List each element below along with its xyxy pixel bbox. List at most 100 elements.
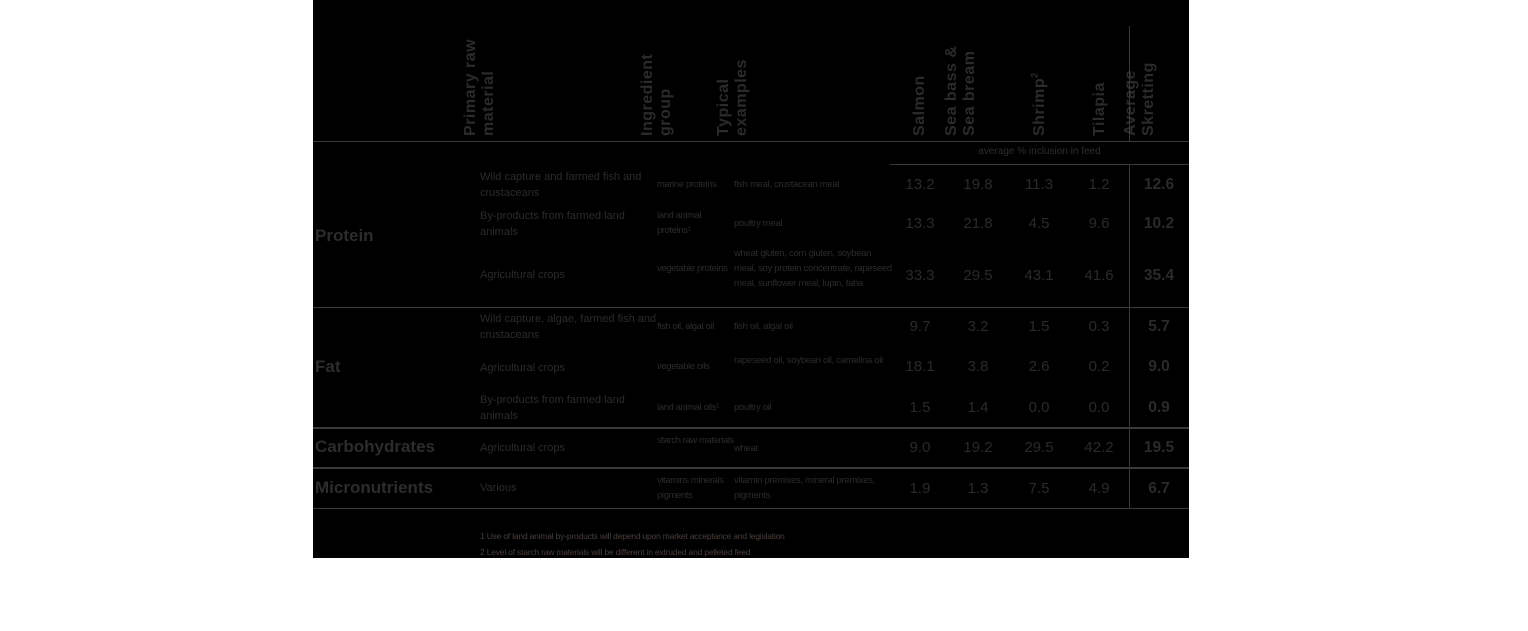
value-salmon: 13.3 xyxy=(905,215,935,232)
value-average: 5.7 xyxy=(1148,318,1170,335)
value-shrimp: 4.5 xyxy=(1028,215,1050,232)
feed-ingredients-table: Primary raw material Ingredient group Ty… xyxy=(313,0,1189,558)
value-tilapia: 0.3 xyxy=(1088,318,1110,335)
header-shrimp: Shrimp2 xyxy=(1029,0,1061,136)
section-divider xyxy=(313,508,1189,509)
header-text-line: Shrimp2 xyxy=(1029,72,1049,136)
ingredient-group: marine proteins xyxy=(657,179,717,190)
header-text-line: Skretting xyxy=(1140,62,1157,136)
raw-material: Various xyxy=(480,482,517,494)
value-tilapia: 42.2 xyxy=(1084,439,1114,456)
category-carbohydrates: Carbohydrates xyxy=(315,437,435,456)
ingredient-group: land animal proteins¹ xyxy=(657,210,702,236)
raw-material: Agricultural crops xyxy=(480,269,565,281)
value-average: 35.4 xyxy=(1143,267,1175,284)
typical-examples: fish oil, algal oil xyxy=(734,321,793,332)
header-text-line: Salmon xyxy=(911,75,928,136)
header-text-line: examples xyxy=(733,59,750,136)
value-shrimp: 0.0 xyxy=(1028,399,1050,416)
header-text-line: Sea bass & xyxy=(943,45,960,136)
value-salmon: 1.9 xyxy=(909,480,931,497)
value-average: 0.9 xyxy=(1148,399,1170,416)
value-salmon: 33.3 xyxy=(905,267,935,284)
ingredient-group: vegetable proteins xyxy=(657,263,728,274)
value-tilapia: 0.2 xyxy=(1088,358,1110,375)
value-shrimp: 2.6 xyxy=(1028,358,1050,375)
value-average: 6.7 xyxy=(1148,480,1170,497)
value-tilapia: 4.9 xyxy=(1088,480,1110,497)
header-shrimp-label: Shrimp xyxy=(1031,77,1048,136)
ingredient-group: land animal oils¹ xyxy=(657,402,719,413)
header-sea-bass-sea-bream: Sea bass & Sea bream xyxy=(943,0,1001,136)
unit-label: average % inclusion in feed xyxy=(978,146,1101,157)
header-typical-examples: Typical examples xyxy=(715,0,773,136)
raw-material: By-products from farmed land animals xyxy=(480,210,625,238)
value-tilapia: 1.2 xyxy=(1088,176,1110,193)
footnote-marker: 2 xyxy=(1029,72,1040,78)
value-average: 12.6 xyxy=(1143,176,1175,193)
value-seabass: 3.2 xyxy=(967,318,989,335)
value-salmon: 18.1 xyxy=(905,358,935,375)
value-shrimp: 1.5 xyxy=(1028,318,1050,335)
typical-examples: rapeseed oil, soybean oil, camelina oil xyxy=(734,355,883,366)
section-divider xyxy=(313,467,1189,469)
header-text-line: material xyxy=(480,70,497,136)
value-seabass: 1.4 xyxy=(967,399,989,416)
value-average: 19.5 xyxy=(1143,439,1175,456)
value-tilapia: 0.0 xyxy=(1088,399,1110,416)
category-protein: Protein xyxy=(315,226,374,245)
header-text-line: group xyxy=(657,88,674,136)
value-shrimp: 11.3 xyxy=(1024,176,1054,193)
value-tilapia: 41.6 xyxy=(1084,267,1114,284)
header-primary-raw-material: Primary raw material xyxy=(462,0,520,136)
value-seabass: 19.8 xyxy=(963,176,993,193)
value-seabass: 3.8 xyxy=(967,358,989,375)
header-text-line: Tilapia xyxy=(1091,82,1108,136)
section-divider xyxy=(313,427,1189,429)
typical-examples: fish meal, crustacean meal xyxy=(734,179,840,190)
header-text-line: Average xyxy=(1122,69,1139,136)
header-average-skretting: Average Skretting xyxy=(1122,0,1180,136)
footnote-2: 2 Level of starch raw materials will be … xyxy=(480,547,751,557)
raw-material: Wild capture and farmed fish and crustac… xyxy=(480,171,642,199)
typical-examples: poultry oil xyxy=(734,402,772,413)
category-micronutrients: Micronutrients xyxy=(315,478,434,497)
unit-divider xyxy=(890,164,1189,165)
value-seabass: 1.3 xyxy=(967,480,989,497)
header-text-line: Primary raw xyxy=(462,38,479,136)
raw-material: Agricultural crops xyxy=(480,442,565,454)
value-seabass: 19.2 xyxy=(963,439,993,456)
header-salmon: Salmon xyxy=(911,0,941,136)
value-shrimp: 43.1 xyxy=(1024,267,1054,284)
raw-material: Wild capture, algae, farmed fish and cru… xyxy=(480,313,657,341)
raw-material: By-products from farmed land animals xyxy=(480,394,625,422)
section-divider xyxy=(313,307,1189,308)
typical-examples: poultry meal xyxy=(734,218,783,229)
header-text-line: Ingredient xyxy=(639,53,656,136)
typical-examples: wheat gluten, corn gluten, soybean meal,… xyxy=(734,248,892,289)
value-salmon: 13.2 xyxy=(905,176,935,193)
value-tilapia: 9.6 xyxy=(1088,215,1110,232)
header-text-line: Typical xyxy=(715,78,732,136)
value-shrimp: 29.5 xyxy=(1024,439,1054,456)
typical-examples: wheat xyxy=(734,443,758,454)
footnote-1: 1 Use of land animal by-products will de… xyxy=(480,531,785,541)
category-fat: Fat xyxy=(315,357,341,376)
value-seabass: 29.5 xyxy=(963,267,993,284)
value-salmon: 1.5 xyxy=(909,399,931,416)
value-salmon: 9.7 xyxy=(909,318,931,335)
header-divider xyxy=(313,141,1189,142)
header-text-line: Sea bream xyxy=(961,50,978,136)
ingredient-group: vitamins minerals pigments xyxy=(657,475,724,501)
header-ingredient-group: Ingredient group xyxy=(639,0,697,136)
typical-examples: vitamin premixes, mineral premixes, pigm… xyxy=(734,475,876,501)
value-shrimp: 7.5 xyxy=(1028,480,1050,497)
raw-material: Agricultural crops xyxy=(480,362,565,374)
value-average: 9.0 xyxy=(1148,358,1170,375)
average-column-divider xyxy=(1129,26,1130,141)
header-tilapia: Tilapia xyxy=(1091,0,1121,136)
ingredient-group: starch raw materials xyxy=(657,435,734,446)
value-salmon: 9.0 xyxy=(909,439,931,456)
ingredient-group: vegetable oils xyxy=(657,361,710,372)
average-column-divider xyxy=(1129,164,1130,508)
